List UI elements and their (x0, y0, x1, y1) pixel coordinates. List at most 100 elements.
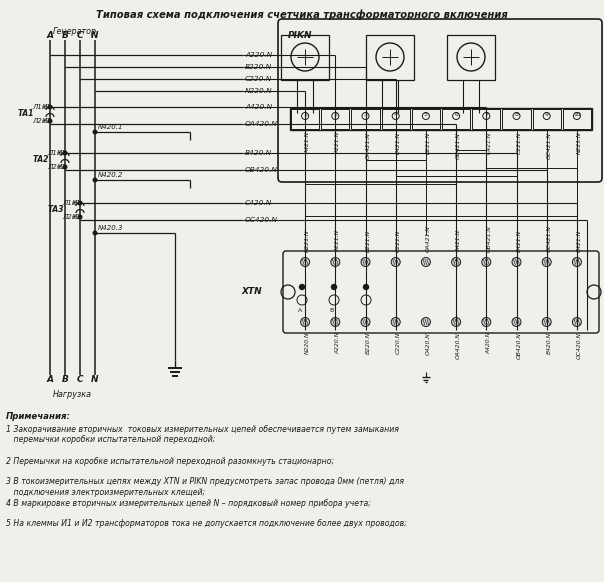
Text: Л1+: Л1+ (47, 150, 63, 156)
Text: 5: 5 (424, 112, 428, 117)
Text: Генератор: Генератор (53, 27, 97, 36)
Text: OC421.N: OC421.N (547, 225, 551, 252)
Text: C421.N: C421.N (486, 132, 491, 154)
Text: B: B (62, 375, 68, 385)
Circle shape (301, 318, 310, 327)
Circle shape (482, 318, 491, 327)
Text: C420.N: C420.N (245, 200, 272, 206)
Bar (447, 35, 495, 80)
Text: C421.N: C421.N (577, 230, 582, 252)
Text: A: A (47, 375, 54, 385)
Bar (503, 109, 530, 129)
Text: Л1+: Л1+ (32, 104, 48, 110)
Text: A420.N: A420.N (245, 104, 272, 110)
Text: подключения электроизмерительных клещей;: подключения электроизмерительных клещей; (6, 488, 205, 497)
Circle shape (391, 318, 400, 327)
Text: 1: 1 (303, 112, 307, 117)
Bar (291, 109, 319, 129)
Text: N: N (91, 375, 98, 385)
Circle shape (331, 318, 340, 327)
Circle shape (364, 285, 368, 289)
Circle shape (482, 257, 491, 267)
Text: Нагрузка: Нагрузка (53, 390, 91, 399)
Circle shape (573, 257, 582, 267)
Text: OB420.N: OB420.N (245, 167, 278, 173)
Text: 3: 3 (364, 112, 367, 117)
Bar (382, 109, 410, 129)
Circle shape (93, 231, 97, 235)
Text: OA421.N: OA421.N (426, 225, 431, 252)
Text: B: B (62, 31, 68, 41)
Text: OC420.N: OC420.N (577, 332, 582, 359)
Text: OC421.N: OC421.N (547, 132, 551, 159)
Text: OB420.N: OB420.N (516, 332, 521, 359)
Bar (442, 109, 470, 129)
Bar (281, 35, 329, 80)
Circle shape (542, 318, 551, 327)
Text: И2: И2 (42, 118, 52, 124)
Text: B420.N: B420.N (547, 332, 551, 354)
Text: 1 Закорачивание вторичных  токовых измерительных цепей обеспечивается путем замы: 1 Закорачивание вторичных токовых измери… (6, 425, 399, 434)
Text: C221.N: C221.N (516, 132, 521, 154)
Bar (412, 109, 440, 129)
Bar (290, 108, 592, 130)
Text: A: A (298, 307, 302, 313)
Circle shape (48, 119, 52, 123)
Text: 4 В маркировке вторичных измерительных цепей N – порядковый номер прибора учета;: 4 В маркировке вторичных измерительных ц… (6, 499, 371, 508)
Text: ТА1: ТА1 (18, 109, 34, 119)
Text: PIKN: PIKN (288, 31, 312, 40)
Text: OB421.N: OB421.N (456, 132, 461, 159)
Text: A220.N: A220.N (245, 52, 272, 58)
Text: И2: И2 (57, 164, 67, 170)
Text: Л2+: Л2+ (47, 164, 63, 170)
Bar (563, 109, 591, 129)
Text: N221.N: N221.N (577, 132, 582, 154)
Text: C: C (77, 375, 83, 385)
Text: OB421.N: OB421.N (486, 225, 491, 252)
Text: A420.N: A420.N (486, 332, 491, 354)
Text: 3 В токоизмерительных цепях между XTN и PIKN предусмотреть запас провода 0мм (пе: 3 В токоизмерительных цепях между XTN и … (6, 477, 404, 487)
Text: N220.N: N220.N (305, 332, 310, 354)
Text: OA420.N: OA420.N (245, 121, 278, 127)
Text: N: N (91, 31, 98, 41)
Text: N420.2: N420.2 (98, 172, 123, 178)
Text: OA421.N: OA421.N (365, 132, 370, 159)
Circle shape (512, 318, 521, 327)
Bar (352, 109, 379, 129)
Text: B220.N: B220.N (365, 332, 370, 354)
Text: N420.3: N420.3 (98, 225, 123, 231)
Text: Л1+: Л1+ (62, 200, 78, 206)
Text: 7: 7 (484, 112, 488, 117)
Text: C: C (77, 31, 83, 41)
Circle shape (48, 105, 52, 109)
Text: Типовая схема подключения счетчика трансформаторного включения: Типовая схема подключения счетчика транс… (96, 10, 508, 20)
Circle shape (331, 257, 340, 267)
Circle shape (63, 151, 67, 155)
Circle shape (422, 318, 431, 327)
Circle shape (512, 257, 521, 267)
Circle shape (391, 257, 400, 267)
Text: XTN: XTN (242, 288, 262, 296)
Text: Л2+: Л2+ (62, 214, 78, 220)
Text: И2: И2 (72, 214, 82, 220)
Text: N420.1: N420.1 (98, 124, 123, 130)
Text: N220.N: N220.N (245, 88, 272, 94)
Text: 8: 8 (515, 112, 518, 117)
Text: 4: 4 (394, 112, 397, 117)
Circle shape (332, 285, 336, 289)
Text: И1: И1 (72, 200, 82, 206)
Circle shape (422, 257, 431, 267)
Circle shape (63, 165, 67, 169)
Circle shape (93, 178, 97, 182)
Circle shape (573, 318, 582, 327)
Text: Примечания:: Примечания: (6, 412, 71, 421)
Text: A: A (47, 31, 54, 41)
Circle shape (452, 257, 461, 267)
Text: 10: 10 (573, 112, 581, 117)
Text: C221.N: C221.N (396, 230, 400, 252)
Circle shape (78, 201, 82, 205)
Text: 2: 2 (333, 112, 337, 117)
Circle shape (300, 285, 304, 289)
Circle shape (93, 130, 97, 134)
Text: O420.N: O420.N (426, 332, 431, 355)
